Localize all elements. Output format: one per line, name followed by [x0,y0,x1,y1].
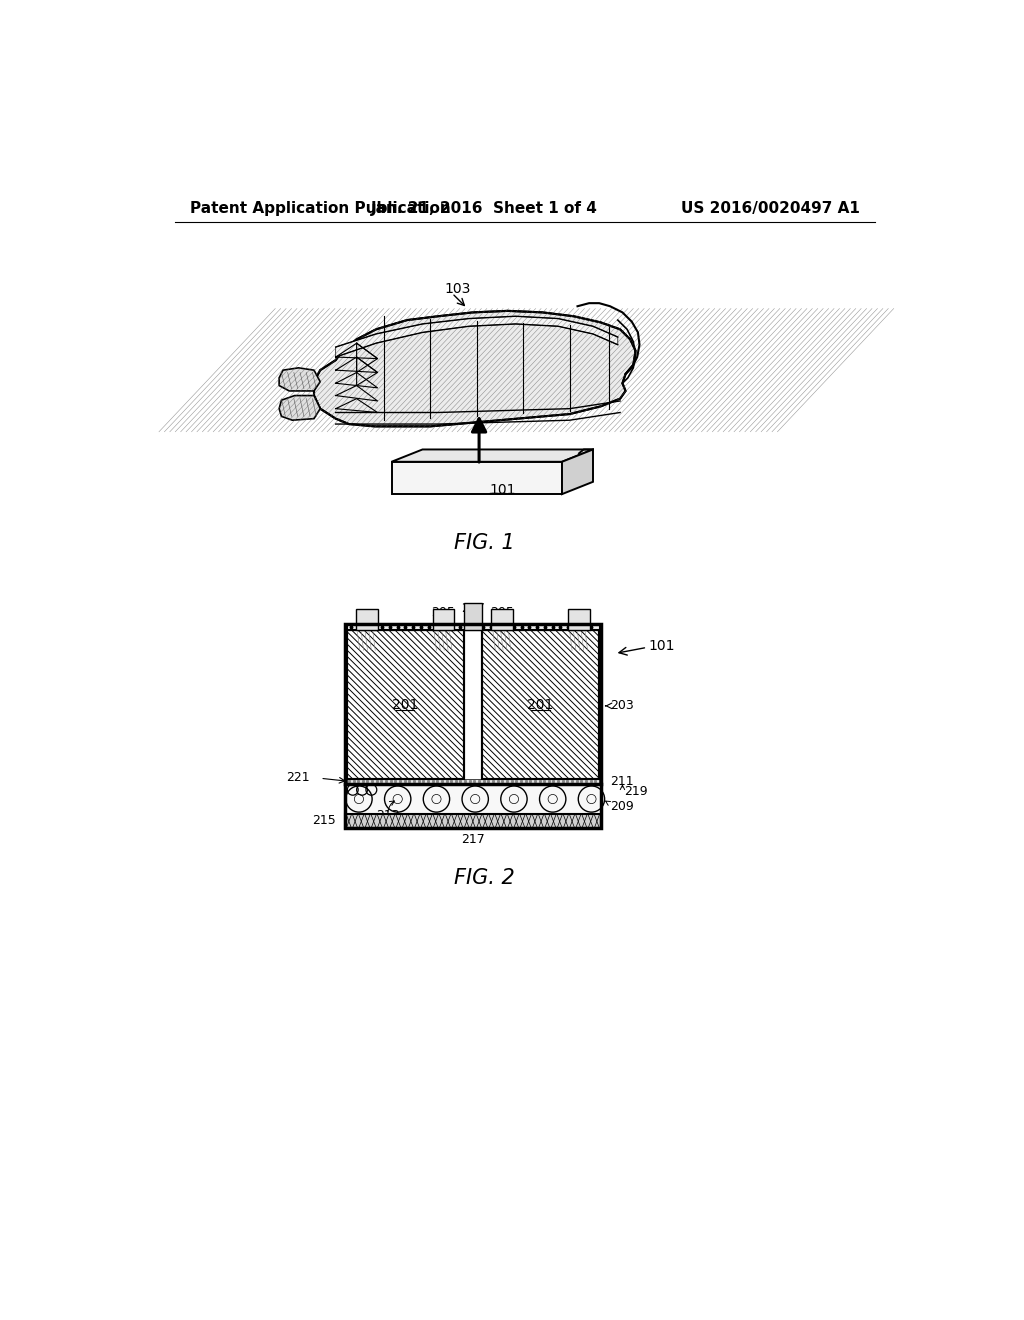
Polygon shape [280,396,321,420]
Text: 205: 205 [490,606,514,619]
Text: US 2016/0020497 A1: US 2016/0020497 A1 [681,201,859,216]
Bar [432,609,455,631]
Polygon shape [562,449,593,494]
Text: 101: 101 [489,483,516,496]
Text: 211: 211 [610,775,634,788]
Text: FIG. 1: FIG. 1 [454,533,515,553]
Polygon shape [280,368,321,391]
Text: 205: 205 [431,606,456,619]
Bar [346,631,464,779]
Polygon shape [336,317,617,358]
Text: 103: 103 [444,282,471,296]
Bar [346,624,599,631]
Bar [345,624,601,829]
Text: 219: 219 [624,785,647,797]
Bar [464,603,482,631]
Text: Patent Application Publication: Patent Application Publication [190,201,451,216]
Polygon shape [391,449,593,462]
Text: 209: 209 [610,800,634,813]
Bar [345,814,601,829]
Text: 207: 207 [461,602,484,615]
Bar [356,609,378,631]
Polygon shape [314,312,636,426]
Text: 201: 201 [392,698,418,711]
Bar [346,631,464,779]
Bar [568,609,590,631]
Text: 201: 201 [527,698,554,711]
Bar [492,609,513,631]
Bar [346,784,599,814]
Text: FIG. 2: FIG. 2 [454,869,515,888]
Bar [482,631,599,779]
Text: Jan. 21, 2016  Sheet 1 of 4: Jan. 21, 2016 Sheet 1 of 4 [371,201,598,216]
Text: 215: 215 [312,814,336,828]
Text: 101: 101 [649,639,675,653]
Text: 203: 203 [610,700,634,713]
Text: 221: 221 [287,771,310,784]
Bar [346,779,599,784]
Text: 213: 213 [376,809,399,822]
Text: 217: 217 [461,833,484,846]
Bar [482,631,599,779]
Polygon shape [391,462,562,494]
